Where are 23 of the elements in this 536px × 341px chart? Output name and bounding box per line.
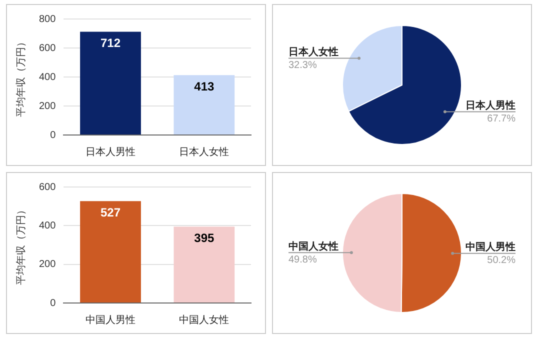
data-label: 50.2% (487, 255, 516, 266)
y-tick-label: 400 (38, 220, 56, 232)
y-tick-label: 0 (50, 298, 56, 309)
y-tick-label: 800 (38, 14, 56, 25)
slice-label: 日本人女性 (288, 46, 338, 58)
data-label: 712 (100, 36, 121, 50)
data-label: 395 (194, 230, 215, 245)
y-axis-title: 平均年収（万円） (14, 205, 27, 285)
y-tick-label: 600 (38, 182, 56, 193)
data-label: 413 (194, 79, 215, 94)
y-tick-label: 200 (38, 100, 56, 112)
y-tick-label: 400 (38, 72, 56, 83)
y-tick-label: 600 (38, 42, 56, 54)
data-label: 32.3% (288, 60, 317, 72)
y-tick-label: 0 (50, 130, 56, 141)
data-label: 67.7% (487, 113, 516, 124)
y-axis-title: 平均年収（万円） (14, 37, 27, 117)
slice-label: 中国人男性 (466, 241, 516, 254)
slice-label: 日本人男性 (466, 99, 516, 112)
data-label: 527 (100, 205, 121, 220)
slice-label: 中国人女性 (288, 240, 338, 252)
data-label: 49.8% (288, 254, 317, 266)
y-tick-label: 200 (38, 259, 56, 270)
